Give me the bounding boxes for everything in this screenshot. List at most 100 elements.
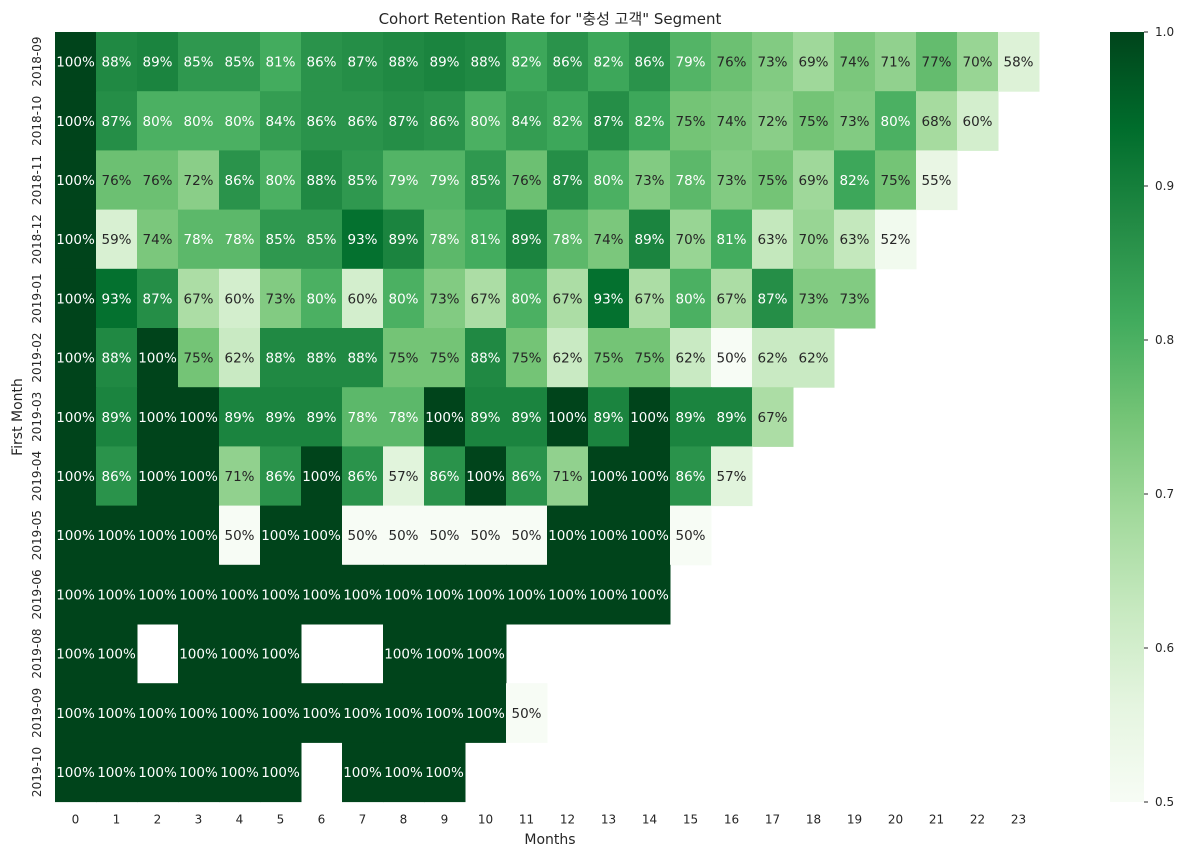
heatmap-cell — [916, 91, 958, 151]
cell-label: 89% — [675, 410, 705, 426]
cell-label: 100% — [302, 706, 341, 722]
cell-label: 88% — [101, 55, 131, 71]
heatmap-cell — [383, 91, 425, 151]
cell-label: 74% — [593, 232, 623, 248]
heatmap-cell — [752, 91, 794, 151]
heatmap-cell — [383, 683, 425, 743]
heatmap-cell — [711, 328, 753, 388]
heatmap-cell — [96, 209, 138, 270]
cell-label: 100% — [97, 765, 136, 781]
heatmap-cell — [506, 446, 548, 507]
heatmap-cell — [96, 742, 138, 803]
heatmap-cell — [219, 268, 261, 329]
cell-label: 88% — [388, 55, 418, 71]
cell-label: 86% — [675, 469, 705, 485]
cell-label: 87% — [347, 55, 377, 71]
heatmap-cell — [588, 505, 630, 566]
heatmap-cell — [506, 91, 548, 151]
x-tick-label: 14 — [642, 813, 657, 827]
cell-label: 76% — [716, 55, 746, 71]
cell-label: 50% — [224, 528, 254, 544]
cell-label: 87% — [757, 291, 787, 307]
heatmap-cell — [137, 328, 179, 388]
x-tick-label: 17 — [765, 813, 780, 827]
cell-label: 78% — [347, 410, 377, 426]
y-tick-label: 2018-11 — [30, 155, 44, 205]
heatmap-cell — [547, 505, 589, 566]
heatmap-cell — [342, 742, 384, 803]
y-tick-label: 2019-01 — [30, 273, 44, 323]
heatmap-cell — [55, 564, 97, 625]
heatmap-cell — [219, 32, 261, 92]
heatmap-cell — [793, 268, 835, 329]
heatmap-cell — [711, 209, 753, 270]
heatmap-cell — [670, 91, 712, 151]
cell-label: 86% — [511, 469, 541, 485]
x-tick-label: 21 — [929, 813, 944, 827]
cell-label: 100% — [630, 587, 669, 603]
cell-label: 75% — [798, 114, 828, 130]
cell-label: 100% — [548, 410, 587, 426]
heatmap-cell — [875, 150, 917, 211]
heatmap-cell — [506, 32, 548, 92]
cell-label: 89% — [716, 410, 746, 426]
cell-label: 100% — [466, 587, 505, 603]
cell-label: 82% — [552, 114, 582, 130]
heatmap-cell — [424, 328, 466, 388]
heatmap-cell — [260, 742, 302, 803]
heatmap-cell — [55, 624, 97, 684]
heatmap-cell — [178, 91, 220, 151]
heatmap-cell — [260, 624, 302, 684]
heatmap-cell — [547, 209, 589, 270]
cell-label: 88% — [470, 55, 500, 71]
heatmap-cell — [547, 446, 589, 507]
cell-label: 88% — [347, 351, 377, 367]
cell-label: 100% — [179, 587, 218, 603]
heatmap-cell — [424, 387, 466, 447]
cell-label: 67% — [183, 291, 213, 307]
cell-label: 89% — [593, 410, 623, 426]
cell-label: 60% — [347, 291, 377, 307]
heatmap-cell — [629, 32, 671, 92]
heatmap-cell — [219, 624, 261, 684]
heatmap-cell — [96, 624, 138, 684]
cell-label: 100% — [56, 706, 95, 722]
heatmap-cell — [96, 387, 138, 447]
heatmap-cell — [342, 91, 384, 151]
cell-label: 79% — [675, 55, 705, 71]
heatmap-cell — [506, 387, 548, 447]
cell-label: 57% — [716, 469, 746, 485]
cell-label: 75% — [388, 351, 418, 367]
cell-label: 80% — [224, 114, 254, 130]
heatmap-cell — [96, 328, 138, 388]
heatmap-cell — [670, 446, 712, 507]
heatmap-cell — [711, 91, 753, 151]
heatmap-cell — [55, 91, 97, 151]
cell-label: 100% — [261, 765, 300, 781]
heatmap-cell — [998, 32, 1040, 92]
heatmap-cell — [55, 328, 97, 388]
heatmap-cell — [588, 564, 630, 625]
heatmap-cell — [137, 91, 179, 151]
cell-label: 50% — [511, 528, 541, 544]
cell-label: 73% — [798, 291, 828, 307]
cell-label: 50% — [511, 706, 541, 722]
cell-label: 74% — [839, 55, 869, 71]
cell-label: 75% — [429, 351, 459, 367]
heatmap-cell — [342, 564, 384, 625]
cell-label: 88% — [101, 351, 131, 367]
cell-label: 82% — [634, 114, 664, 130]
cell-label: 81% — [716, 232, 746, 248]
x-tick-label: 0 — [72, 813, 80, 827]
cell-label: 100% — [343, 587, 382, 603]
heatmap-cell — [588, 209, 630, 270]
cell-label: 76% — [511, 173, 541, 189]
cell-label: 57% — [388, 469, 418, 485]
x-tick-label: 19 — [847, 813, 862, 827]
heatmap-cell — [178, 505, 220, 566]
heatmap-cell — [957, 32, 999, 92]
cell-label: 85% — [347, 173, 377, 189]
cell-label: 100% — [220, 765, 259, 781]
heatmap-cell — [547, 387, 589, 447]
